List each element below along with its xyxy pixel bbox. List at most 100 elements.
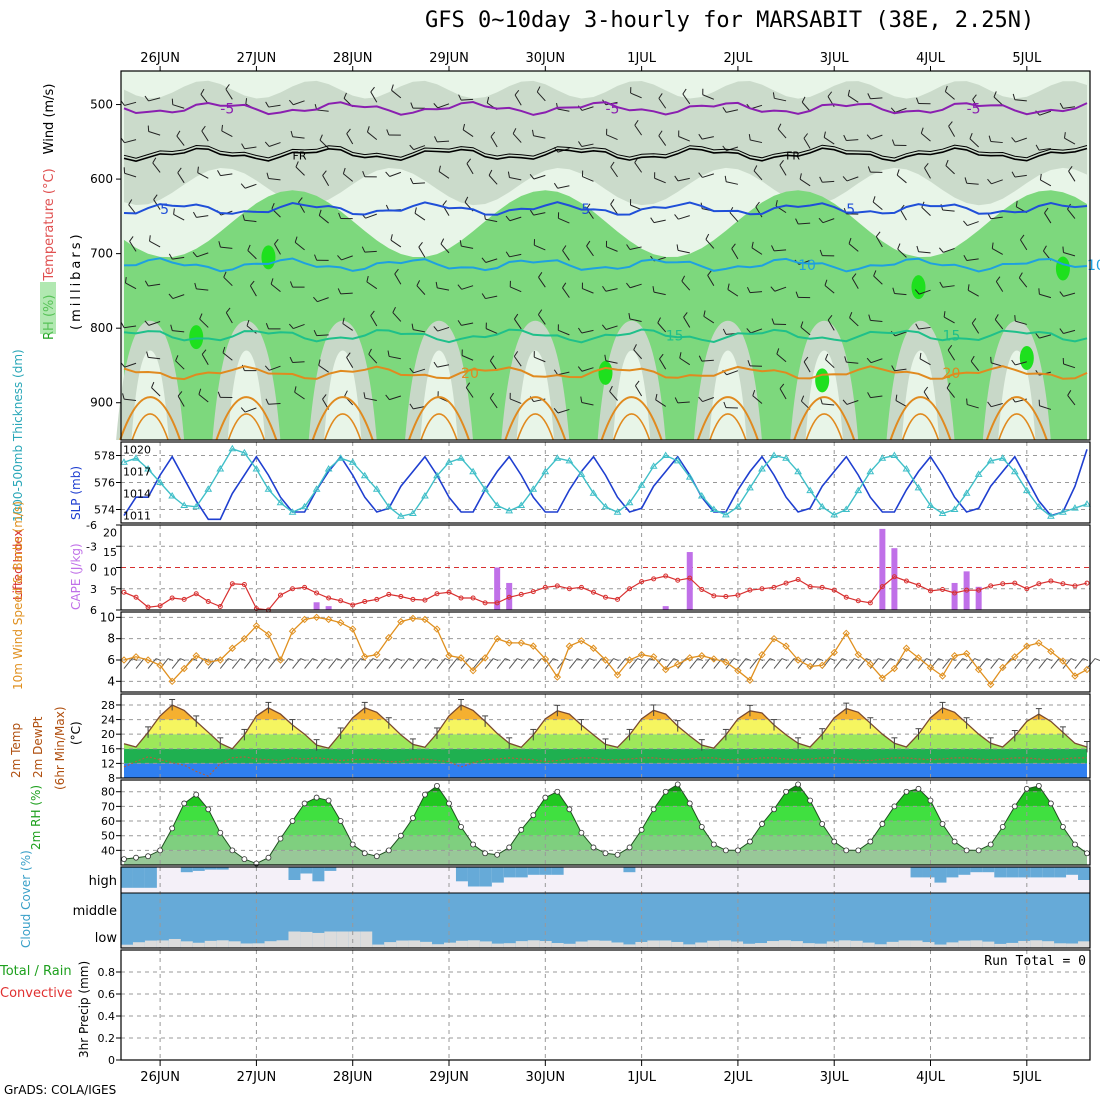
cloud-low-bar	[743, 944, 755, 948]
bottom-date-label: 27JUN	[237, 1070, 277, 1085]
rh-marker	[880, 821, 885, 826]
thickness-marker	[1084, 501, 1090, 506]
rh-marker	[904, 789, 909, 794]
contour-label: 5	[160, 202, 169, 218]
cloud-low-bar	[588, 940, 600, 948]
run-total-label: Run Total = 0	[984, 954, 1086, 969]
top-date-label: 5JUL	[1012, 51, 1042, 66]
rh-marker	[808, 798, 813, 803]
cloud-low-bar	[408, 940, 420, 948]
cloud-low-bar	[911, 941, 923, 948]
rh-marker	[134, 855, 139, 860]
cloud-low-bar	[468, 940, 480, 948]
top-date-label: 1JUL	[627, 51, 657, 66]
cloud-high-bar	[1030, 867, 1042, 877]
rh-marker	[338, 819, 343, 824]
contour-label: 15	[943, 329, 961, 345]
rh-marker	[759, 821, 764, 826]
rh-marker	[374, 854, 379, 859]
y-tick-label-right: 1011	[123, 510, 151, 523]
cloud-high-bar	[934, 867, 946, 883]
rh-marker	[1012, 804, 1017, 809]
y-tick-label: 4	[107, 674, 115, 688]
cloud-high-label: high	[89, 874, 117, 889]
wind-barb-flag	[349, 659, 354, 661]
rh-marker	[940, 821, 945, 826]
bottom-date-label: 30JUN	[526, 1070, 566, 1085]
y-tick-label: 24	[101, 714, 115, 727]
cloud-low-bar	[552, 943, 564, 948]
cloud-low-bar	[659, 940, 671, 948]
cape-bar	[687, 552, 693, 610]
cloud-low-bar	[755, 943, 767, 948]
rh-marker	[519, 827, 524, 832]
cloud-high-bar	[312, 867, 324, 881]
cloud-high-bar	[1078, 867, 1090, 880]
y-tick-label: 40	[101, 844, 115, 857]
rh-marker	[976, 848, 981, 853]
rh-band	[121, 777, 1090, 792]
rh-marker	[964, 848, 969, 853]
cloud-low-bar	[420, 942, 432, 948]
temp-area	[121, 694, 1090, 778]
temp-ylabel-part: (6hr Min/Max)	[53, 707, 67, 791]
cloud-high-bar	[958, 867, 970, 875]
wind-barb-flag	[967, 399, 968, 405]
y-tick-label-right: 5	[110, 585, 117, 598]
cloud-low-bar	[528, 940, 540, 948]
cloud-low-bar	[600, 941, 612, 948]
rh-band	[121, 806, 1090, 821]
cloud-high-bar	[1054, 867, 1066, 877]
cloud-high-bar	[300, 867, 312, 874]
cloud-low-bar	[982, 942, 994, 948]
rh-marker	[1072, 842, 1077, 847]
y-tick-label-right: 1017	[123, 465, 151, 478]
y-tick-label: 20	[101, 728, 115, 741]
cloud-low-bar	[277, 940, 289, 948]
cloud-low-bar	[1066, 944, 1078, 948]
bottom-date-label: 26JUN	[140, 1070, 180, 1085]
cloud-low-bar	[336, 932, 348, 949]
top-date-label: 30JUN	[526, 51, 566, 66]
temp-band	[121, 694, 1090, 705]
cloud-low-bar	[181, 941, 193, 948]
temp-ylabel-part: (°C)	[69, 721, 83, 745]
cloud-low-bar	[145, 941, 157, 948]
cloud-high-bar	[516, 867, 528, 877]
cloud-low-bar	[133, 942, 145, 948]
cloud-low-bar	[779, 940, 791, 948]
cloud-middle-label: middle	[73, 904, 117, 919]
wind-barb	[437, 659, 445, 669]
precip-convective-label: Convective	[0, 986, 73, 1001]
top-date-label: 29JUN	[429, 51, 469, 66]
thickness-ylabel: 1000-500mb Thickness (dm)	[11, 349, 25, 522]
cloud-high-bar	[288, 867, 300, 880]
slp-ylabel: SLP (mb)	[69, 466, 83, 520]
cloud-low-bar	[396, 941, 408, 948]
y-tick-label: 0	[90, 562, 97, 575]
rh-marker	[591, 845, 596, 850]
y-tick-label: 60	[101, 815, 115, 828]
cloud-high-bar	[994, 867, 1006, 877]
rh-marker	[158, 848, 163, 853]
rh-marker	[567, 807, 572, 812]
rh-marker	[182, 801, 187, 806]
rh-marker	[832, 839, 837, 844]
bottom-date-label: 29JUN	[429, 1070, 469, 1085]
cloud-low-bar	[1006, 943, 1018, 948]
rh-marker	[1036, 783, 1041, 788]
cloud-high-bar	[480, 867, 492, 887]
temp-band	[121, 705, 1090, 720]
bottom-date-label: 2JUL	[723, 1070, 753, 1085]
contour-label: 5	[846, 202, 855, 218]
upper-air-panel: -5-5-5FRFRFR5551010151520205006007008009…	[90, 71, 1100, 440]
y-tick-label: 576	[94, 477, 115, 490]
cloud-low-bar	[229, 941, 241, 948]
rh-marker	[398, 833, 403, 838]
y-tick-label: 700	[90, 247, 113, 261]
cloud-high-bar	[923, 867, 935, 877]
contour-label: 20	[943, 366, 961, 382]
y-tick-label-right: 15	[103, 546, 117, 559]
y-tick-label: 8	[107, 632, 115, 646]
